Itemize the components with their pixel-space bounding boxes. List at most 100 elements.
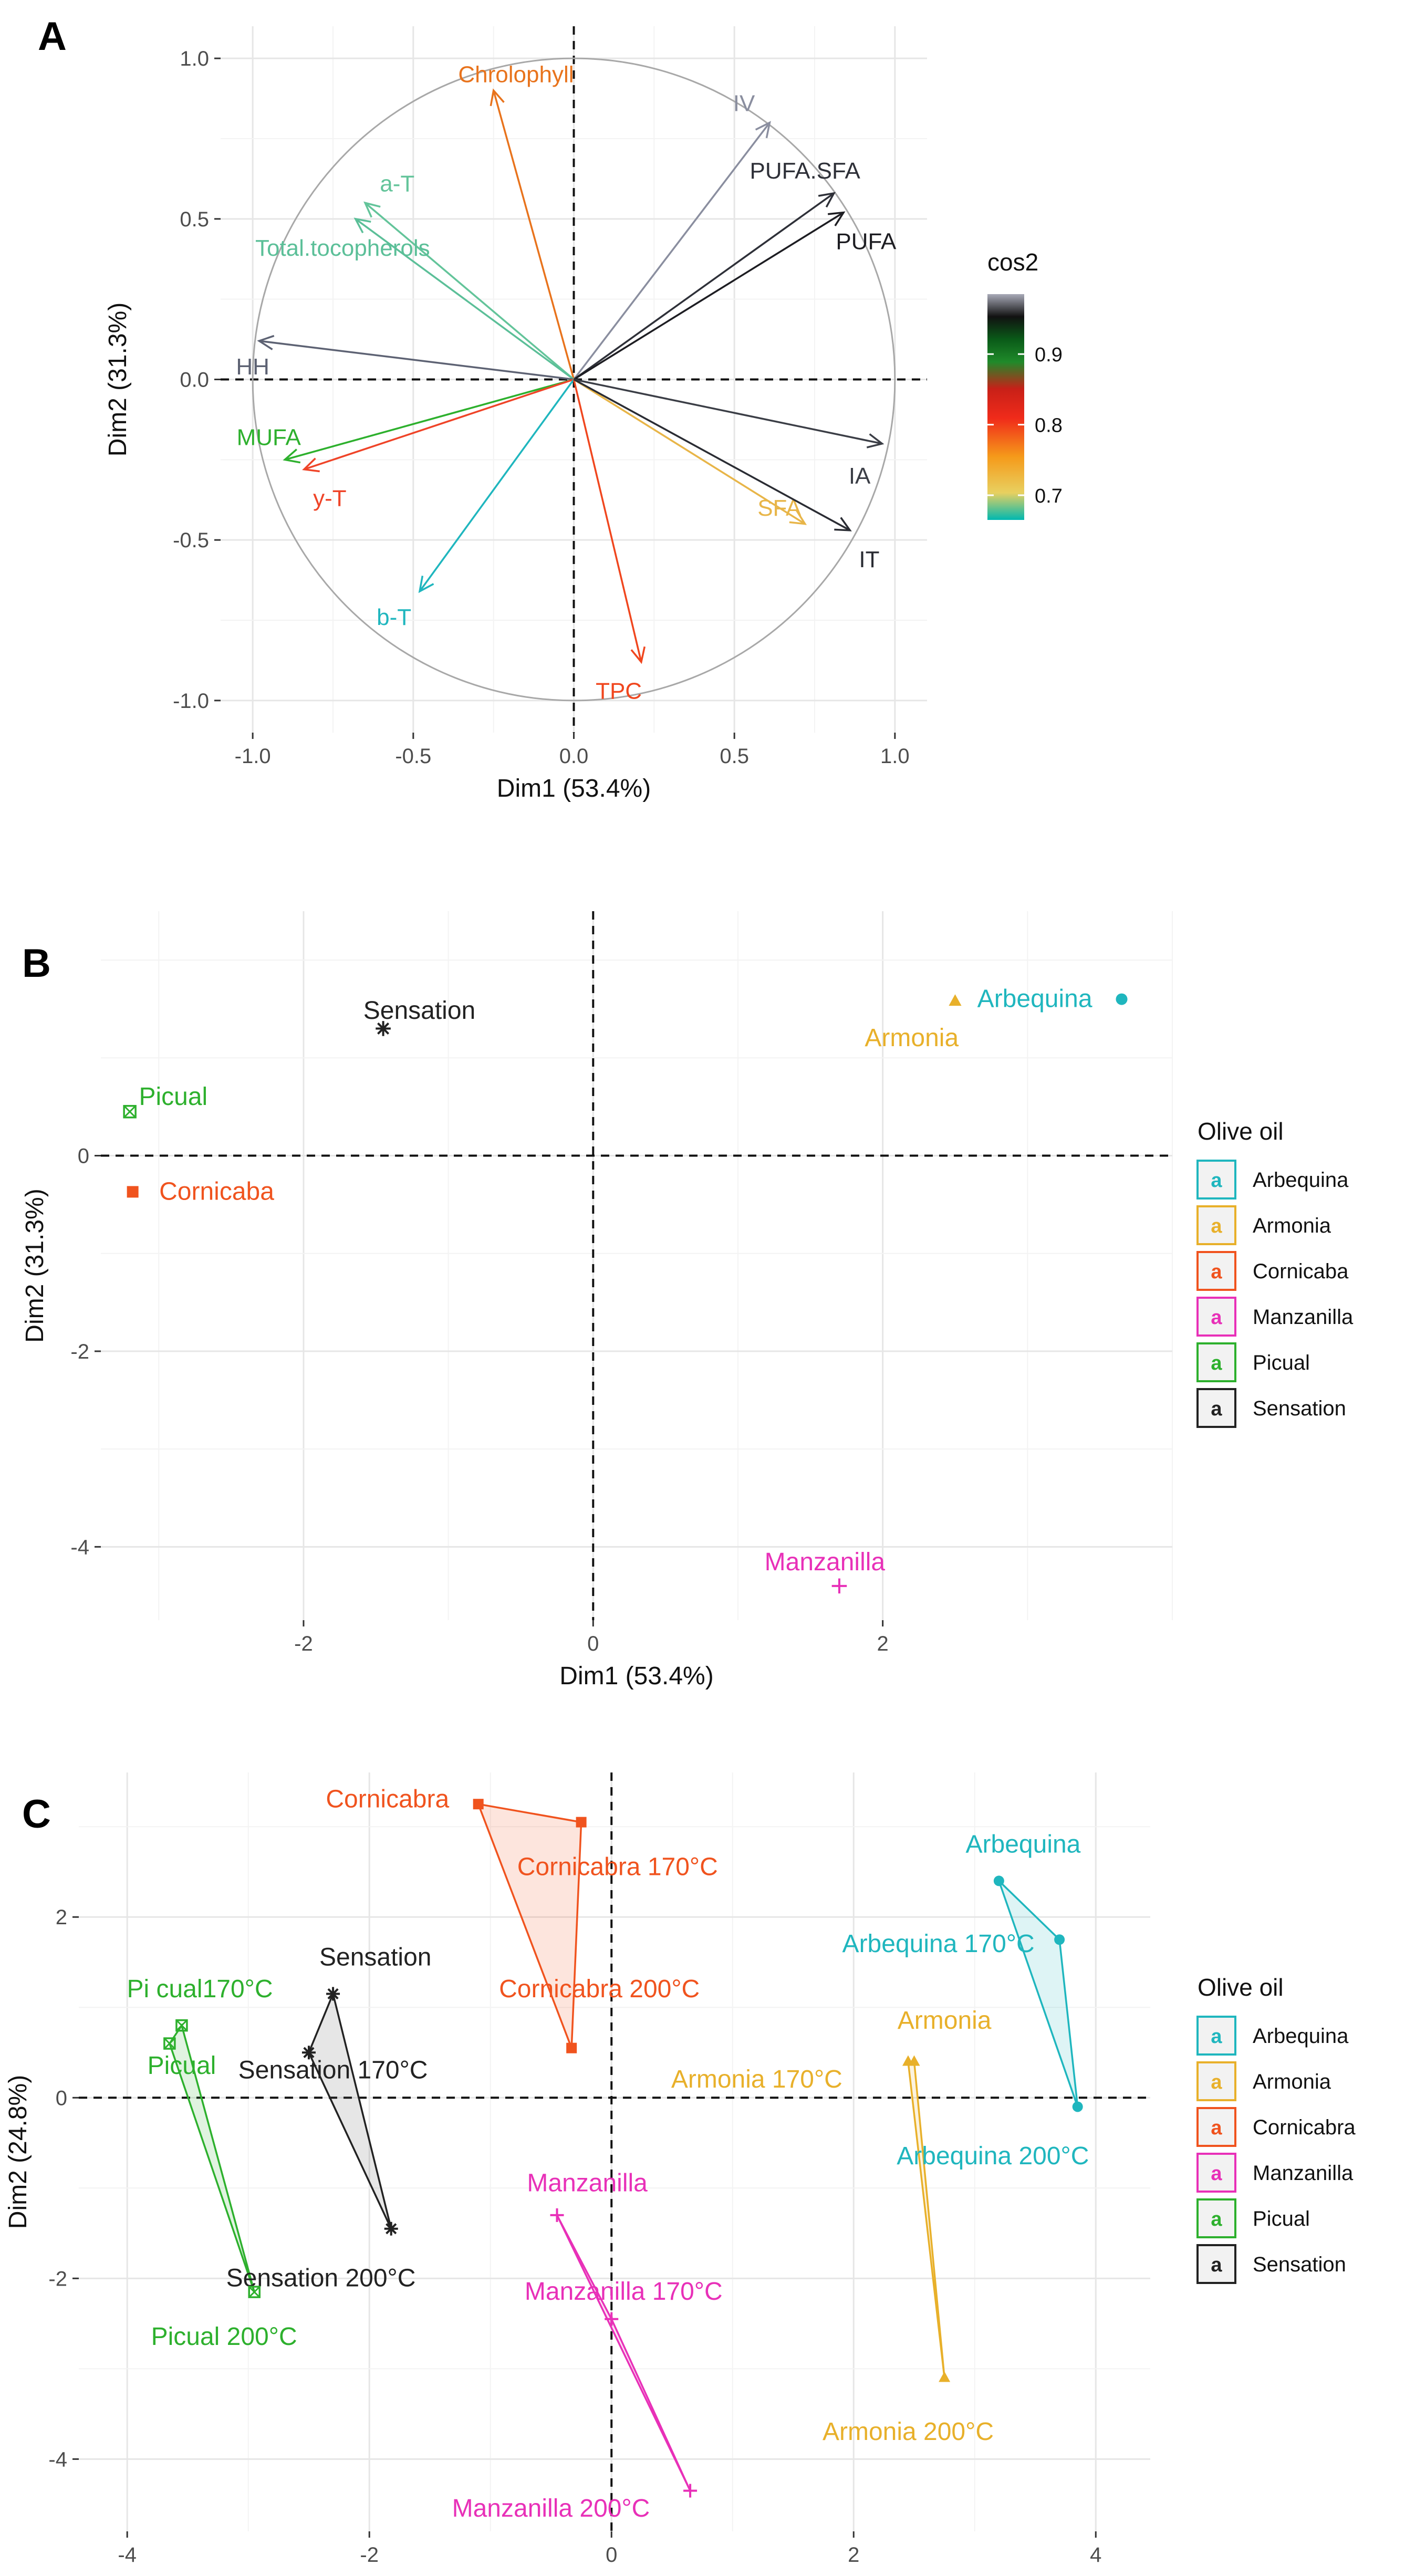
x-tick-label: 0 xyxy=(606,2543,617,2567)
x-tick-label: 4 xyxy=(1090,2543,1101,2567)
correlation-circle xyxy=(252,57,896,702)
panel-label-c: C xyxy=(22,1792,51,1837)
point-label: Cornicaba xyxy=(159,1177,274,1205)
point-marker xyxy=(576,1817,587,1828)
legend-key-glyph: a xyxy=(1211,2208,1222,2230)
point-marker xyxy=(163,2037,176,2050)
variable-label: SFA xyxy=(757,495,802,521)
group-hull xyxy=(168,2023,255,2292)
point-marker xyxy=(248,2286,261,2298)
point-label: Sensation xyxy=(363,997,476,1025)
variable-label: MUFA xyxy=(237,425,301,451)
legend-key xyxy=(1196,2198,1236,2238)
legend-label: Manzanilla xyxy=(1253,2162,1354,2185)
variable-arrowhead xyxy=(490,88,505,107)
x-axis-title: Dim1 (53.4%) xyxy=(559,1662,713,1690)
legend-key xyxy=(1196,2107,1236,2147)
legend-key xyxy=(1196,2244,1236,2284)
y-axis-title: Dim2 (24.8%) xyxy=(4,2075,32,2229)
x-tick-label: 0.0 xyxy=(559,745,589,768)
variable-label: IV xyxy=(733,91,755,117)
variable-arrowhead xyxy=(257,335,275,350)
colorbar-tick-label: 0.9 xyxy=(1035,344,1063,366)
legend-label: Sensation xyxy=(1253,1397,1346,1420)
point-label: Armonia 200°C xyxy=(823,2418,994,2446)
x-tick-label: -1.0 xyxy=(235,745,271,768)
point-label: Manzanilla 170°C xyxy=(525,2278,723,2306)
x-tick-label: 2 xyxy=(848,2543,859,2567)
legend-key xyxy=(1196,2153,1236,2193)
point-label: Armonia xyxy=(865,1024,959,1052)
y-tick-label: 2 xyxy=(56,1906,67,1929)
variable-arrow xyxy=(573,379,806,525)
y-tick-label: -1.0 xyxy=(173,690,209,713)
legend-label: Picual xyxy=(1253,1351,1310,1374)
point-label: Cornicabra 200°C xyxy=(499,1975,700,2003)
point-label: Arbequina xyxy=(977,985,1092,1013)
legend-key xyxy=(1196,1388,1236,1428)
variable-arrow xyxy=(573,378,851,531)
point-label: Picual 200°C xyxy=(151,2323,297,2351)
x-tick-label: -2 xyxy=(360,2543,379,2567)
x-axis-title: Dim1 (36.2%) xyxy=(537,2573,691,2576)
point-marker xyxy=(248,2286,261,2298)
legend-title: Olive oil xyxy=(1198,1974,1284,2001)
variable-arrow xyxy=(573,192,835,380)
variable-arrowhead xyxy=(630,646,646,664)
group-hull xyxy=(308,1990,392,2229)
variable-label: PUFA.SFA xyxy=(750,158,861,184)
point-label: Cornicabra 170°C xyxy=(517,1853,718,1881)
variable-arrow xyxy=(364,202,575,380)
variable-label: TPC xyxy=(596,679,642,704)
group-hull xyxy=(476,1802,582,2049)
legend-label: Sensation xyxy=(1253,2253,1346,2276)
point-label: Picual xyxy=(139,1083,207,1111)
legend-key xyxy=(1196,1205,1236,1245)
legend-key-glyph: a xyxy=(1211,2026,1222,2048)
variable-arrow xyxy=(573,379,642,662)
x-tick-label: -0.5 xyxy=(395,745,431,768)
point-marker xyxy=(993,1875,1004,1886)
y-tick-label: -4 xyxy=(48,2448,67,2471)
point-marker xyxy=(175,2019,188,2032)
legend-label: Cornicabra xyxy=(1253,2116,1356,2139)
point-marker xyxy=(1116,993,1128,1005)
legend-title: Olive oil xyxy=(1198,1118,1284,1145)
legend-key-glyph: a xyxy=(1211,2163,1222,2185)
variable-arrowhead xyxy=(834,517,852,531)
variable-label: PUFA xyxy=(836,229,897,255)
y-tick-label: 0 xyxy=(56,2087,67,2110)
point-label: Sensation xyxy=(319,1944,432,1972)
variable-label: Total.tocopherols xyxy=(255,235,430,261)
variable-arrow xyxy=(304,378,575,471)
legend-title: cos2 xyxy=(987,248,1038,276)
legend-key-glyph: a xyxy=(1211,2117,1222,2139)
point-marker xyxy=(163,2038,175,2050)
point-label: Manzanilla xyxy=(765,1548,886,1576)
legend-key-glyph: a xyxy=(1211,1398,1222,1420)
variable-label: IA xyxy=(849,463,871,489)
panel-label-a: A xyxy=(38,14,67,59)
legend-label: Arbequina xyxy=(1253,2025,1349,2048)
y-tick-label: 0.5 xyxy=(180,208,209,231)
point-marker xyxy=(473,1799,484,1810)
y-tick-label: 1.0 xyxy=(180,47,209,70)
point-label: Armonia xyxy=(898,2007,992,2035)
variable-arrowhead xyxy=(828,211,846,226)
legend-key xyxy=(1196,1160,1236,1200)
y-tick-label: 0.0 xyxy=(180,369,209,392)
variable-arrow xyxy=(492,90,575,380)
variable-arrowhead xyxy=(363,201,381,218)
variable-arrow xyxy=(259,340,574,381)
y-axis-title: Dim2 (31.3%) xyxy=(104,303,132,456)
point-marker xyxy=(939,2371,951,2382)
point-marker xyxy=(127,1186,139,1198)
point-marker xyxy=(123,1104,137,1119)
point-marker xyxy=(908,2055,920,2066)
variable-arrowhead xyxy=(283,449,301,464)
colorbar xyxy=(987,294,1024,520)
variable-arrowhead xyxy=(302,457,320,473)
legend-label: Manzanilla xyxy=(1253,1306,1354,1329)
point-marker xyxy=(1072,2101,1083,2112)
